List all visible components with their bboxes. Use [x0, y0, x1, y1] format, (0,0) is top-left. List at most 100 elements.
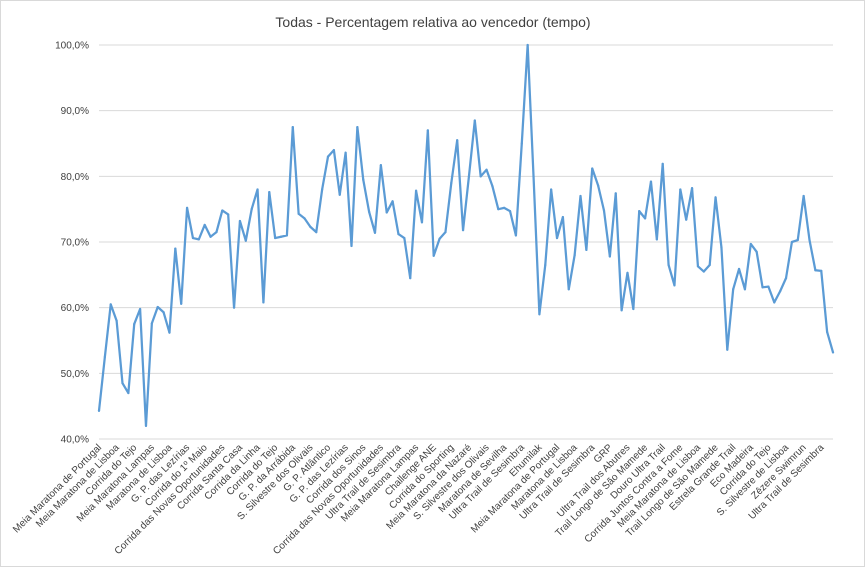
data-point [121, 382, 124, 385]
data-point [191, 236, 195, 240]
data-point [409, 277, 412, 280]
data-point [808, 238, 811, 242]
data-point [115, 319, 118, 322]
data-point [180, 302, 183, 305]
data-point [144, 424, 148, 427]
data-point [197, 238, 200, 241]
data-point [696, 265, 700, 268]
data-point [315, 231, 318, 234]
data-point [532, 175, 535, 178]
data-point [244, 239, 247, 242]
data-point [820, 269, 823, 272]
data-point [221, 209, 224, 212]
data-point [591, 167, 594, 170]
data-point [326, 155, 330, 158]
data-point [661, 162, 664, 165]
data-point [391, 200, 394, 203]
data-point [426, 129, 429, 132]
data-point [796, 238, 799, 242]
data-point [802, 194, 805, 198]
y-tick-label: 60,0% [61, 303, 89, 314]
data-point [162, 311, 165, 314]
data-point [174, 247, 177, 250]
data-point [127, 391, 130, 395]
data-point [109, 303, 112, 306]
data-point [702, 270, 705, 273]
data-point [755, 250, 758, 253]
data-point [620, 309, 623, 312]
data-point [420, 221, 424, 224]
data-point [644, 217, 647, 220]
data-point [550, 188, 553, 191]
data-point [256, 188, 259, 191]
data-point [779, 290, 782, 293]
data-point [638, 210, 641, 213]
data-point [485, 168, 488, 171]
data-point [767, 285, 770, 288]
data-point [514, 234, 518, 237]
data-point [274, 236, 277, 240]
data-point [784, 277, 788, 280]
data-point [438, 237, 441, 240]
data-point [526, 43, 529, 47]
series-line [97, 43, 835, 427]
y-tick-label: 80,0% [61, 172, 89, 183]
y-tick-label: 50,0% [61, 369, 89, 380]
data-point [262, 301, 265, 304]
data-point [321, 188, 324, 191]
data-point [250, 208, 253, 211]
data-point [737, 267, 741, 271]
data-point [362, 178, 365, 181]
gridlines [99, 44, 833, 440]
data-point [156, 305, 159, 309]
data-point [826, 330, 829, 334]
data-point [309, 225, 312, 228]
data-point [585, 248, 588, 251]
data-point [291, 125, 294, 129]
data-point [649, 180, 653, 183]
data-point [379, 164, 382, 167]
data-point [268, 190, 271, 194]
data-point [350, 244, 353, 248]
data-point [714, 196, 717, 199]
data-point [414, 189, 418, 192]
y-tick-label: 40,0% [61, 435, 89, 446]
data-point [749, 242, 752, 246]
data-point [679, 188, 682, 191]
data-point [467, 175, 471, 178]
data-point [520, 142, 523, 145]
data-point [685, 218, 688, 221]
data-point [720, 246, 723, 249]
data-point [497, 208, 500, 211]
data-point [403, 236, 406, 240]
data-point [503, 206, 506, 209]
data-point [385, 211, 388, 214]
data-point [373, 231, 377, 234]
y-axis-tick-labels: 40,0% 50,0% 60,0% 70,0% 80,0% 90,0% 100,0% [55, 41, 89, 446]
data-point [215, 231, 218, 234]
data-point [279, 235, 283, 238]
y-tick-label: 70,0% [61, 238, 89, 249]
y-tick-label: 100,0% [55, 41, 89, 52]
data-point [538, 313, 541, 316]
data-point [456, 139, 459, 142]
data-point [726, 348, 729, 351]
y-tick-label: 90,0% [61, 106, 89, 117]
data-point [356, 125, 359, 129]
data-point [450, 181, 453, 184]
data-point [567, 288, 570, 291]
data-point [368, 210, 371, 213]
data-point [732, 288, 735, 291]
data-point [97, 409, 101, 412]
data-point [203, 223, 206, 227]
data-point [444, 231, 447, 234]
data-point [814, 269, 817, 272]
data-point [667, 263, 670, 267]
series-layer [97, 43, 835, 427]
data-point [561, 215, 564, 219]
data-point [491, 185, 494, 188]
data-point [303, 217, 306, 220]
data-point [209, 235, 212, 238]
